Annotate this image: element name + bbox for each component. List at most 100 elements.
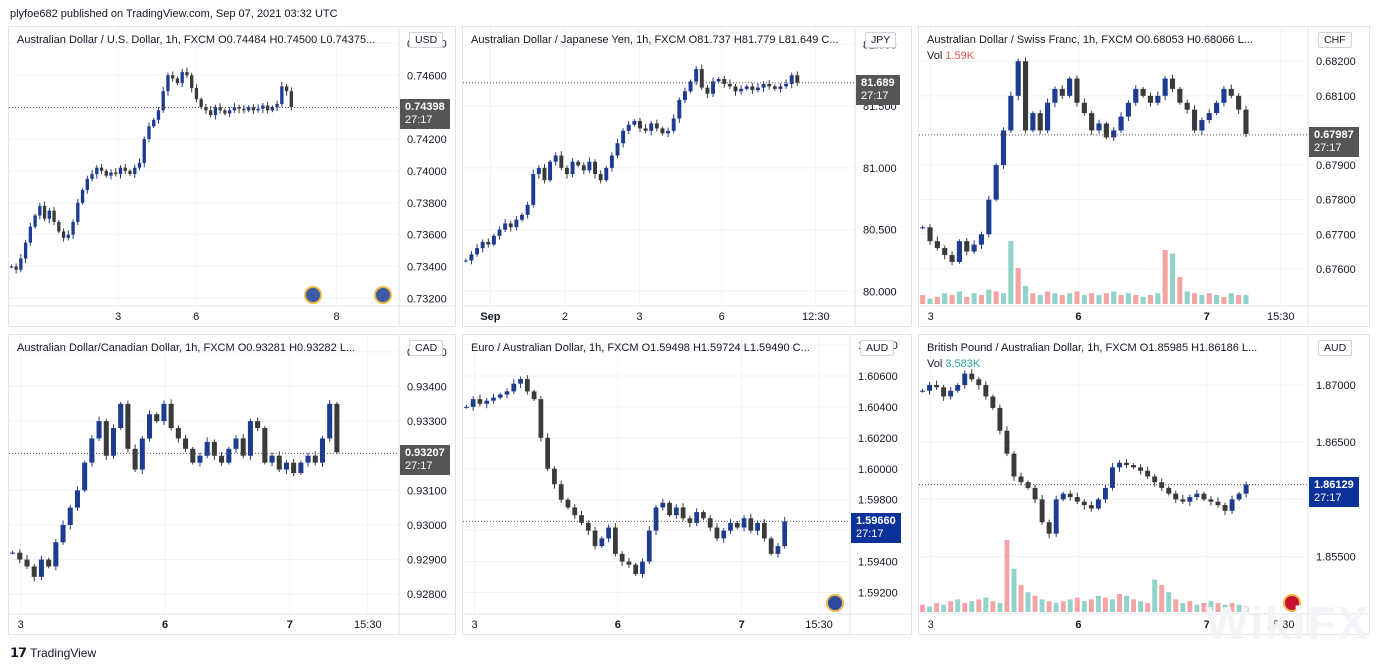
candle-body [572, 507, 578, 516]
chart-panel-2[interactable]: 82.00081.50081.00080.50080.000Sep23612:3… [462, 26, 912, 327]
candle-body [128, 170, 132, 175]
candle-body [1111, 130, 1117, 138]
candle-body [289, 91, 293, 108]
candle-body [682, 91, 687, 100]
candle-body [579, 515, 584, 523]
candle-body [204, 107, 208, 111]
event-flag-icon[interactable] [825, 594, 844, 612]
y-tick-label: 1.60600 [858, 371, 898, 383]
chart-svg[interactable]: 82.00081.50081.00080.50080.000Sep23612:3… [463, 27, 912, 327]
candle-body [775, 546, 781, 554]
currency-tag[interactable]: AUD [860, 340, 895, 356]
chart-title[interactable]: Euro / Australian Dollar, 1h, FXCM O1.59… [471, 342, 810, 354]
candle-body [1177, 88, 1183, 103]
x-tick-label: 8 [334, 311, 340, 323]
candle-body [262, 428, 268, 463]
event-flag-icon[interactable] [374, 286, 393, 304]
candle-body [1095, 499, 1101, 509]
volume-bar [1191, 293, 1198, 304]
currency-tag[interactable]: USD [409, 32, 444, 48]
volume-bar [1060, 601, 1066, 612]
volume-bar [1052, 293, 1058, 304]
candle-body [180, 72, 184, 84]
candle-body [784, 83, 789, 87]
candle-body [920, 227, 926, 229]
candle-body [789, 75, 794, 84]
candle-body [1067, 78, 1073, 96]
candle-body [525, 204, 530, 215]
footer-brand[interactable]: 𝟭𝟳 TradingView [10, 645, 96, 661]
y-tick-label: 1.86500 [1316, 437, 1356, 449]
volume-bar [1169, 253, 1176, 304]
candle-body [104, 170, 108, 176]
event-flag-icon[interactable] [1283, 594, 1302, 612]
volume-bar [1030, 293, 1036, 304]
candle-body [772, 86, 777, 89]
candle-body [211, 441, 217, 456]
chart-svg[interactable]: 0.682000.681000.680000.679000.678000.677… [919, 27, 1370, 327]
chart-title[interactable]: Australian Dollar / U.S. Dollar, 1h, FXC… [17, 34, 376, 46]
candle-body [983, 385, 989, 397]
volume-bar [976, 599, 982, 612]
y-tick-label: 0.67600 [1316, 264, 1356, 276]
candle-body [477, 399, 483, 404]
currency-tag[interactable]: CAD [409, 340, 444, 356]
candle-body [733, 86, 738, 92]
chart-title[interactable]: British Pound / Australian Dollar, 1h, F… [927, 342, 1258, 354]
candle-body [109, 172, 113, 176]
chart-svg[interactable]: 0.935000.934000.933000.932000.931000.930… [9, 335, 456, 635]
candle-body [491, 235, 496, 245]
candle-body [132, 448, 138, 470]
candle-body [1180, 499, 1186, 502]
candle-body [312, 455, 318, 463]
candle-body [255, 421, 261, 429]
currency-tag[interactable]: JPY [865, 32, 897, 48]
candle-body [95, 167, 99, 175]
chart-panel-5[interactable]: 1.608001.606001.604001.602001.600001.598… [462, 334, 912, 635]
volume-bar [1131, 599, 1137, 612]
chart-title[interactable]: Australian Dollar/Canadian Dollar, 1h, F… [17, 342, 356, 354]
candle-body [161, 403, 167, 422]
volume-bar [1008, 241, 1014, 304]
chart-panel-3[interactable]: 0.682000.681000.680000.679000.678000.677… [918, 26, 1370, 327]
candle-body [673, 507, 679, 516]
chart-panel-1[interactable]: 0.748000.746000.744000.742000.740000.738… [8, 26, 456, 327]
currency-tag[interactable]: AUD [1318, 340, 1353, 356]
candle-body [962, 373, 968, 386]
candle-body [28, 226, 33, 243]
chart-panel-6[interactable]: 1.870001.865001.860001.8550036715:30Brit… [918, 334, 1370, 635]
y-tick-label: 0.67800 [1316, 195, 1356, 207]
candle-body [147, 126, 151, 140]
y-tick-label: 0.92800 [407, 589, 447, 601]
event-flag-icon[interactable] [304, 286, 323, 304]
bar-countdown: 27:17 [1314, 141, 1342, 154]
volume-bar [1118, 295, 1124, 304]
volume-bar [1081, 601, 1087, 612]
candle-body [1152, 476, 1158, 483]
chart-svg[interactable]: 0.748000.746000.744000.742000.740000.738… [9, 27, 456, 327]
currency-tag[interactable]: CHF [1318, 32, 1352, 48]
candle-body [190, 75, 194, 89]
chart-svg[interactable]: 1.608001.606001.604001.602001.600001.598… [463, 335, 912, 635]
candle-body [1229, 499, 1235, 511]
candle-body [1074, 78, 1080, 103]
candle-body [275, 103, 279, 108]
candle-body [1155, 95, 1161, 103]
chart-title[interactable]: Australian Dollar / Swiss Franc, 1h, FXC… [927, 34, 1253, 46]
candle-body [576, 161, 581, 166]
candle-body [728, 522, 733, 531]
candle-body [1022, 61, 1029, 131]
candle-body [660, 502, 666, 508]
volume-bar [1081, 295, 1087, 304]
chart-title[interactable]: Australian Dollar / Japanese Yen, 1h, FX… [471, 34, 839, 46]
candle-body [626, 561, 632, 565]
chart-panel-4[interactable]: 0.935000.934000.933000.932000.931000.930… [8, 334, 456, 635]
candle-body [948, 390, 954, 397]
candle-body [1011, 453, 1017, 477]
candle-body [548, 161, 553, 181]
volume-bar [1152, 579, 1158, 612]
candle-body [1191, 109, 1198, 131]
volume-value: 3.583K [945, 358, 981, 370]
y-tick-label: 0.92900 [407, 555, 447, 567]
